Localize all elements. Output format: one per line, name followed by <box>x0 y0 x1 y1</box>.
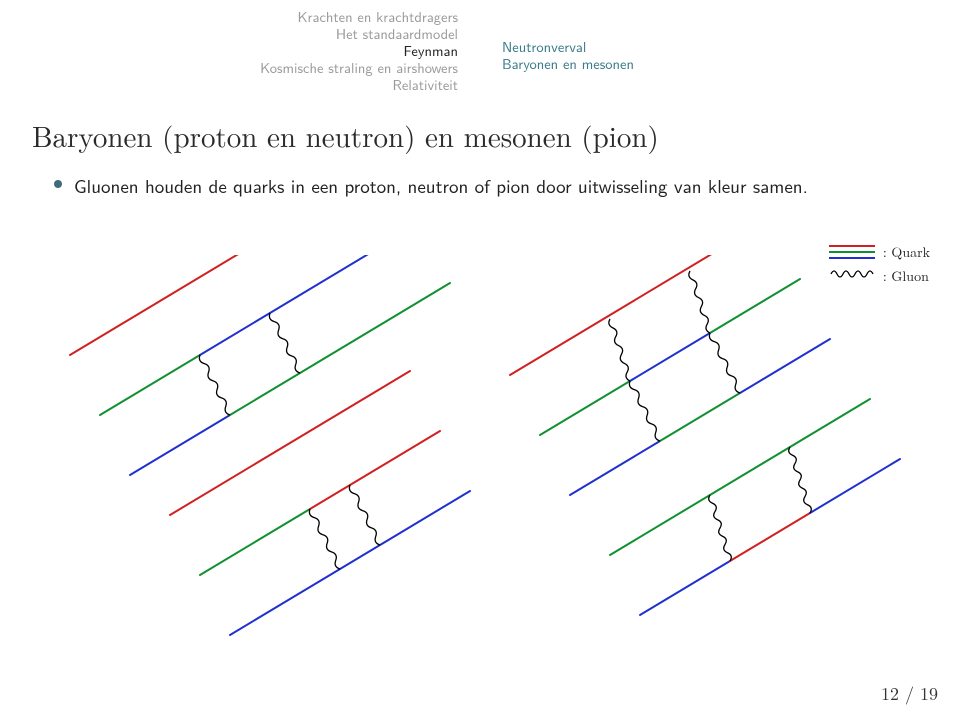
header: Krachten en krachtdragersHet standaardmo… <box>0 8 960 98</box>
bullet-icon <box>54 180 62 188</box>
body-text: Gluonen houden de quarks in een proton, … <box>74 173 920 199</box>
nav-right: NeutronvervalBaryonen en mesonen <box>502 38 634 72</box>
nav-left: Krachten en krachtdragersHet standaardmo… <box>260 8 458 94</box>
bullet-text: Gluonen houden de quarks in een proton, … <box>74 171 808 199</box>
slide-title: Baryonen (proton en neutron) en mesonen … <box>32 115 659 156</box>
nav-right-item[interactable]: Baryonen en mesonen <box>502 55 634 72</box>
feynman-diagram <box>50 255 910 655</box>
nav-left-item[interactable]: Relativiteit <box>260 76 458 93</box>
page-counter: 12 / 19 <box>881 681 938 706</box>
